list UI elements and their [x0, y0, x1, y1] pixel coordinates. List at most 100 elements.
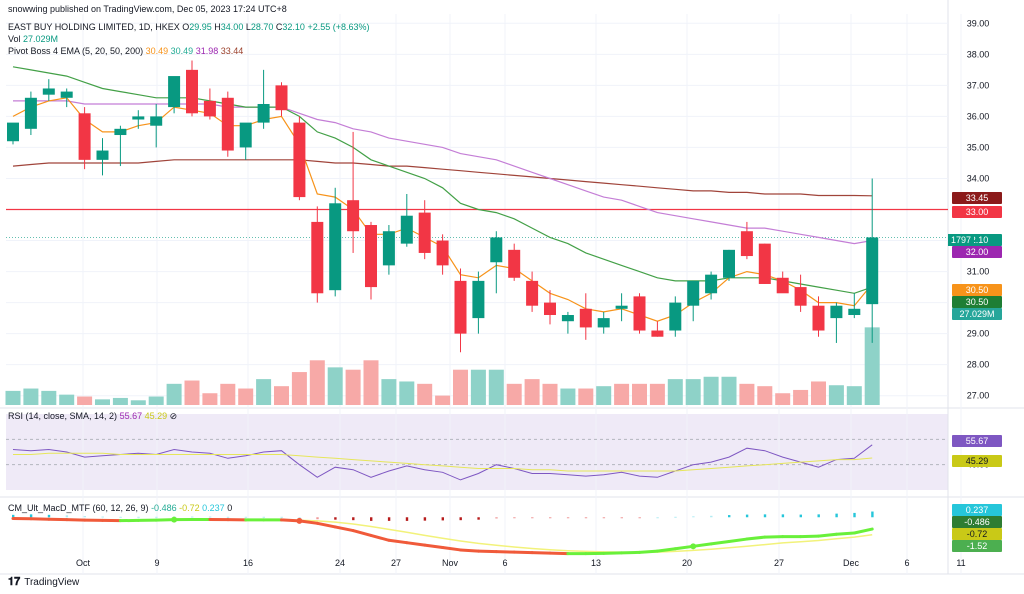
volume-bar	[649, 383, 665, 405]
macd-legend[interactable]: CM_Ult_MacD_MTF (60, 12, 26, 9) -0.486 -…	[8, 503, 232, 514]
pivot-ema20: 30.49	[170, 46, 194, 56]
rsi-value: 55.67	[119, 411, 143, 421]
high-value: 34.00	[220, 22, 244, 32]
rsi-legend[interactable]: RSI (14, close, SMA, 14, 2) 55.67 45.29 …	[8, 411, 177, 422]
macd-tag-bg	[952, 504, 1002, 516]
price-tag: 30.50	[966, 297, 989, 307]
symbol-legend[interactable]: EAST BUY HOLDING LIMITED, 1D, HKEX O29.9…	[8, 22, 370, 33]
volume-bar	[632, 383, 647, 405]
volume-bar	[220, 383, 236, 405]
macd-histogram-bar	[244, 516, 248, 518]
price-tag-bg	[952, 246, 1002, 258]
time-tick-label: 20	[682, 558, 692, 568]
volume-bar	[524, 379, 540, 405]
volume-bar	[399, 381, 415, 405]
macd-line-segment	[709, 539, 731, 546]
time-tick-label: Nov	[442, 558, 459, 568]
volume-bar	[274, 386, 289, 405]
candle-body	[114, 128, 127, 136]
volume-bar	[685, 379, 701, 405]
candle-body	[740, 231, 753, 257]
macd-histogram-bar	[584, 517, 588, 519]
open-label: O	[182, 22, 190, 32]
candle-body	[96, 150, 109, 160]
candle-body	[365, 225, 377, 288]
volume-bar	[381, 379, 397, 405]
macd-histogram-bar	[83, 516, 86, 518]
rsi-sma-line	[13, 452, 873, 472]
pivot-legend[interactable]: Pivot Boss 4 EMA (5, 20, 50, 200) 30.49 …	[8, 46, 243, 57]
macd-histogram-bar	[602, 517, 606, 519]
time-tick-label: 6	[502, 558, 507, 568]
macd-histogram-bar	[459, 517, 462, 521]
volume-bar	[309, 360, 325, 405]
volume-bar	[739, 383, 755, 405]
volume-bar	[828, 385, 844, 405]
macd-histogram-bar	[513, 517, 516, 519]
macd-histogram-bar	[226, 516, 230, 518]
candle-body	[168, 76, 181, 108]
low-value: 28.70	[250, 22, 274, 32]
volume-bar	[775, 393, 791, 405]
candle-body	[275, 85, 288, 111]
price-tag-bg	[952, 284, 1002, 296]
high-label: H	[214, 22, 221, 32]
candle-body	[687, 280, 700, 306]
macd-histogram-bar	[799, 514, 802, 518]
candle-body	[418, 212, 431, 253]
macd-histogram-bar	[12, 514, 15, 518]
macd-signal-value: -0.72	[179, 503, 200, 513]
volume-bar	[327, 367, 343, 405]
rsi-band-bg	[6, 414, 948, 490]
macd-histogram-bar	[155, 516, 158, 518]
macd-histogram-bar	[871, 511, 874, 518]
macd-line-segment	[333, 525, 355, 533]
volume-bar	[256, 379, 272, 405]
published-line: snowwing published on TradingView.com, D…	[8, 4, 287, 15]
price-axis: 39.00 38.00 37.00 36.00 35.00 34.00 33.00 32.00…	[948, 18, 1002, 401]
volume-bar	[23, 388, 39, 405]
candle-body	[526, 280, 539, 306]
macd-line-segment	[673, 544, 695, 551]
macd-line-segment	[638, 549, 659, 554]
rsi-tag: 55.67	[966, 436, 989, 446]
rsi-eye-icon[interactable]: ⊘	[169, 411, 178, 421]
price-tag-bg	[952, 192, 1002, 204]
volume-bar	[614, 383, 630, 405]
macd-histogram-bar	[334, 517, 337, 520]
volume-bar	[506, 383, 522, 405]
rsi-tag-bg	[952, 435, 1002, 447]
price-tick-label: 35.00	[967, 142, 990, 152]
price-tag: 30.50	[966, 285, 989, 295]
price-tag: 33.45	[966, 193, 989, 203]
macd-line-segment	[727, 537, 749, 543]
price-tick-label: 36.00	[967, 111, 990, 121]
time-tick-label: Dec	[843, 558, 860, 568]
candle-body	[651, 330, 664, 337]
macd-line-segment	[351, 529, 373, 537]
tradingview-mark-icon: 𝟏𝟕	[8, 576, 21, 588]
candle-body	[544, 302, 556, 316]
macd-histogram-bar	[47, 514, 51, 518]
candle-body	[508, 249, 521, 278]
macd-histogram-bar	[423, 517, 427, 521]
tradingview-logo[interactable]: 𝟏𝟕 TradingView	[8, 576, 79, 589]
volume-bar	[345, 369, 361, 405]
macd-line-segment	[817, 532, 838, 538]
ema200-line	[12, 159, 873, 197]
candle-body	[382, 231, 395, 266]
symbol-name: EAST BUY HOLDING LIMITED, 1D, HKEX	[8, 22, 180, 32]
macd-histogram-bar	[370, 517, 373, 521]
candle-body	[490, 237, 503, 263]
time-tick-label: 24	[335, 558, 345, 568]
pivot-label: Pivot Boss 4 EMA (5, 20, 50, 200)	[8, 46, 144, 56]
macd-histogram-bar	[745, 514, 749, 518]
volume-legend[interactable]: Vol 27.029M	[8, 34, 58, 45]
price-tick-label: 28.00	[967, 360, 990, 370]
time-tick-label: 27	[774, 558, 784, 568]
macd-zero-value: 0	[227, 503, 233, 513]
macd-line-segment	[315, 521, 337, 529]
time-tick-label: 6	[904, 558, 909, 568]
macd-tag-bg	[952, 516, 1002, 528]
